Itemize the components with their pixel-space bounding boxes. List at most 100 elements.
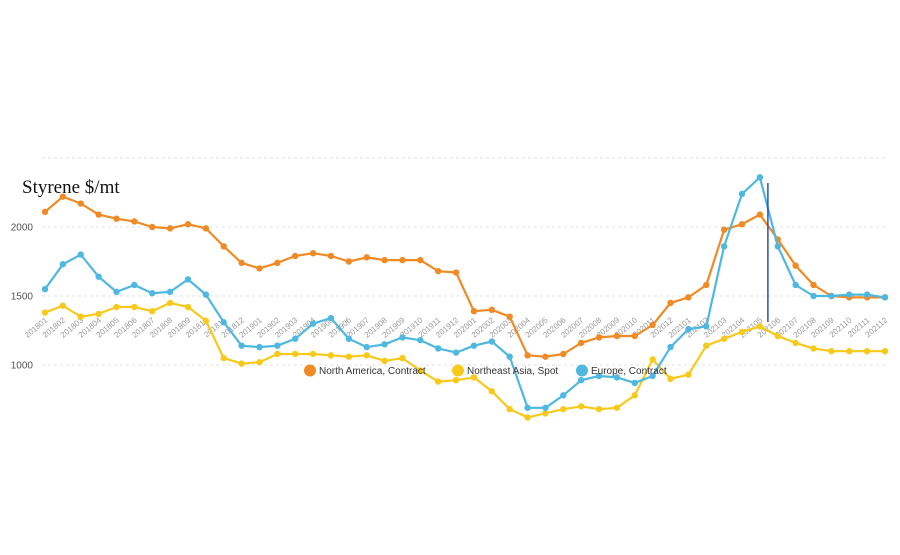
data-point xyxy=(470,374,478,381)
data-point xyxy=(274,342,281,349)
data-point xyxy=(113,215,120,222)
legend-swatch xyxy=(304,364,316,377)
data-point xyxy=(256,265,263,272)
data-point xyxy=(542,353,549,360)
data-point xyxy=(59,193,67,200)
data-point xyxy=(667,343,674,351)
data-point xyxy=(595,405,603,413)
y-tick-label: 2000 xyxy=(11,223,34,234)
data-point xyxy=(77,251,84,258)
data-point xyxy=(524,352,531,359)
data-point xyxy=(756,211,764,218)
data-point xyxy=(452,349,460,356)
legend: North America, Contract Northeast Asia, S… xyxy=(304,364,667,377)
data-point xyxy=(434,267,442,275)
data-point xyxy=(595,334,603,341)
data-point xyxy=(560,405,567,413)
data-point xyxy=(238,360,245,367)
data-point xyxy=(577,376,585,384)
data-point xyxy=(363,343,370,351)
data-point xyxy=(345,258,353,265)
data-point xyxy=(220,243,227,250)
data-point xyxy=(649,356,656,363)
data-point xyxy=(202,291,210,298)
data-point xyxy=(309,250,317,257)
data-point xyxy=(149,307,156,315)
data-point xyxy=(667,375,674,382)
data-point xyxy=(113,288,120,296)
data-point xyxy=(810,292,817,300)
data-point xyxy=(166,225,174,232)
data-point xyxy=(846,291,853,298)
data-point xyxy=(327,314,335,322)
data-point xyxy=(703,323,710,330)
data-point xyxy=(703,281,710,289)
data-point xyxy=(166,299,174,307)
data-point xyxy=(149,290,156,297)
data-point xyxy=(184,276,192,283)
data-point xyxy=(810,281,817,289)
data-point xyxy=(309,320,317,327)
data-point xyxy=(59,261,67,268)
legend-item: North America, Contract xyxy=(304,364,426,377)
data-point xyxy=(327,352,335,359)
data-point xyxy=(381,341,388,348)
data-point xyxy=(345,335,353,342)
data-point xyxy=(756,323,764,330)
data-point xyxy=(685,371,692,378)
legend-item: Europe, Contract xyxy=(576,364,667,377)
data-point xyxy=(631,332,638,340)
data-point xyxy=(238,342,245,349)
legend-item: Northeast Asia, Spot xyxy=(452,364,558,377)
y-tick-label: 1000 xyxy=(11,361,34,372)
data-point xyxy=(703,342,710,349)
data-point xyxy=(363,254,370,261)
data-point xyxy=(720,226,728,233)
legend-label: Northeast Asia, Spot xyxy=(467,366,558,377)
data-point xyxy=(381,256,388,264)
data-point xyxy=(131,303,138,311)
data-point xyxy=(417,256,424,264)
series xyxy=(41,299,889,421)
data-point xyxy=(738,221,746,228)
data-point xyxy=(524,414,531,421)
data-point xyxy=(220,354,227,362)
data-point xyxy=(95,310,102,318)
data-point xyxy=(345,353,353,360)
data-point xyxy=(363,352,370,359)
data-point xyxy=(828,348,835,355)
data-point xyxy=(77,313,84,320)
series xyxy=(41,174,889,411)
legend-swatch xyxy=(452,364,464,377)
series-line xyxy=(44,176,886,409)
data-point xyxy=(309,350,317,358)
data-point xyxy=(452,376,460,384)
data-point xyxy=(41,285,49,293)
data-point xyxy=(560,392,567,399)
data-point xyxy=(613,404,621,411)
data-point xyxy=(542,404,549,411)
data-point xyxy=(131,281,138,289)
data-point xyxy=(577,339,585,347)
data-point xyxy=(863,291,871,298)
data-point xyxy=(399,256,406,264)
data-point xyxy=(149,223,156,231)
data-point xyxy=(560,350,567,358)
data-point xyxy=(292,335,299,342)
data-point xyxy=(470,342,478,349)
data-point xyxy=(649,372,656,380)
data-point xyxy=(434,345,442,352)
data-point xyxy=(488,306,496,313)
data-point xyxy=(131,218,138,225)
data-point xyxy=(649,321,656,329)
data-point xyxy=(542,410,549,417)
data-point xyxy=(738,190,746,198)
data-point xyxy=(274,259,281,267)
data-point xyxy=(41,309,49,316)
data-point xyxy=(881,348,889,355)
data-point xyxy=(184,221,192,228)
data-point xyxy=(434,378,442,385)
data-point xyxy=(631,392,638,399)
